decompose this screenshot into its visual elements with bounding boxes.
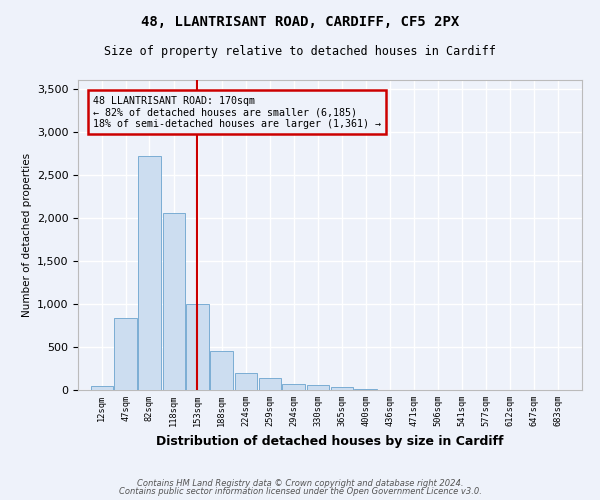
Bar [259, 378, 281, 390]
Bar [91, 386, 113, 390]
Bar [307, 386, 329, 390]
Bar [138, 156, 161, 390]
Bar [210, 351, 233, 390]
Bar [283, 384, 305, 390]
Text: 48, LLANTRISANT ROAD, CARDIFF, CF5 2PX: 48, LLANTRISANT ROAD, CARDIFF, CF5 2PX [141, 15, 459, 29]
Bar [115, 318, 137, 390]
Bar [187, 304, 209, 390]
Bar [163, 212, 185, 390]
Bar [235, 373, 257, 390]
Text: 48 LLANTRISANT ROAD: 170sqm
← 82% of detached houses are smaller (6,185)
18% of : 48 LLANTRISANT ROAD: 170sqm ← 82% of det… [94, 96, 382, 128]
X-axis label: Distribution of detached houses by size in Cardiff: Distribution of detached houses by size … [156, 434, 504, 448]
Text: Contains HM Land Registry data © Crown copyright and database right 2024.: Contains HM Land Registry data © Crown c… [137, 478, 463, 488]
Bar [355, 388, 377, 390]
Text: Contains public sector information licensed under the Open Government Licence v3: Contains public sector information licen… [119, 487, 481, 496]
Y-axis label: Number of detached properties: Number of detached properties [22, 153, 32, 317]
Bar [331, 388, 353, 390]
Text: Size of property relative to detached houses in Cardiff: Size of property relative to detached ho… [104, 45, 496, 58]
